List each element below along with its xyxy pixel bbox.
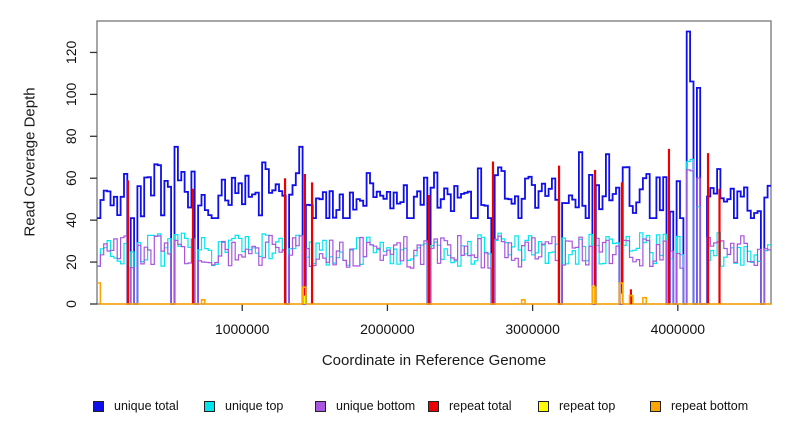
repeat-top-swatch-icon <box>538 400 549 412</box>
legend-label: repeat bottom <box>671 399 749 413</box>
y-tick-label: 120 <box>63 41 79 65</box>
legend-item-unique-bottom: unique bottom <box>315 398 415 414</box>
legend-label: unique bottom <box>336 399 416 413</box>
x-tick-label: 2000000 <box>360 321 415 337</box>
legend-label: repeat top <box>559 399 616 413</box>
y-tick-label: 80 <box>63 128 79 144</box>
y-tick-label: 60 <box>63 170 79 186</box>
x-tick-label: 3000000 <box>505 321 560 337</box>
unique-top-swatch-icon <box>204 400 215 412</box>
x-axis-title: Coordinate in Reference Genome <box>321 352 547 369</box>
legend-item-repeat-top: repeat top <box>538 398 615 414</box>
y-tick-label: 0 <box>63 300 79 308</box>
repeat-total-swatch-icon <box>428 400 439 412</box>
series-unique-total <box>97 30 771 305</box>
y-tick-label: 20 <box>63 254 79 270</box>
legend-label: unique total <box>114 399 179 413</box>
repeat-bottom-swatch-icon <box>650 400 661 412</box>
series-unique-bottom <box>97 169 771 305</box>
legend-item-repeat-bottom: repeat bottom <box>650 398 748 414</box>
unique-total-swatch-icon <box>93 400 104 412</box>
series-repeat-bottom <box>97 282 771 305</box>
legend-label: repeat total <box>449 399 512 413</box>
legend-item-unique-total: unique total <box>93 398 179 414</box>
y-axis-title: Read Coverage Depth <box>21 87 39 237</box>
unique-bottom-swatch-icon <box>315 400 326 412</box>
x-tick-label: 1000000 <box>215 321 270 337</box>
legend-label: unique top <box>225 399 284 413</box>
y-tick-label: 40 <box>63 212 79 228</box>
legend-item-repeat-total: repeat total <box>428 398 512 414</box>
y-tick-label: 100 <box>63 83 79 107</box>
x-tick-label: 4000000 <box>651 321 706 337</box>
legend-item-unique-top: unique top <box>204 398 283 414</box>
